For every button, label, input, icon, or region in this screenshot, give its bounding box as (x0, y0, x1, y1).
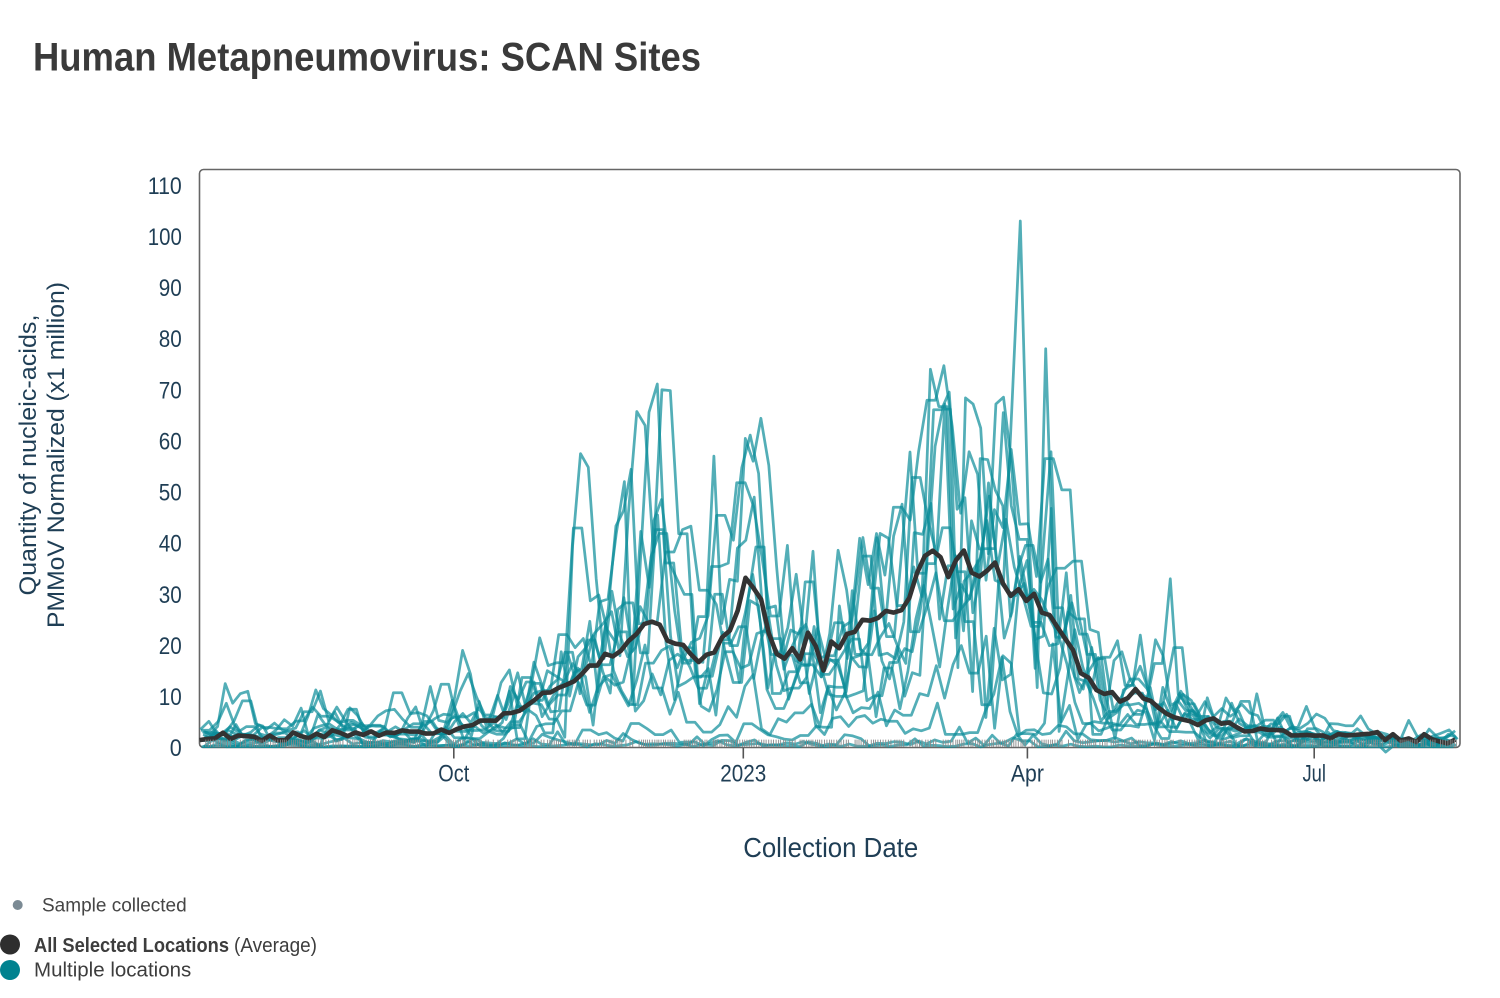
svg-text:PMMoV Normalized (x1 million): PMMoV Normalized (x1 million) (43, 282, 70, 628)
svg-text:(Average): (Average) (234, 934, 317, 957)
svg-text:Multiple locations: Multiple locations (34, 959, 191, 982)
svg-text:0: 0 (170, 735, 182, 762)
svg-text:80: 80 (159, 326, 182, 353)
svg-text:Human Metapneumovirus: SCAN Si: Human Metapneumovirus: SCAN Sites (33, 36, 701, 80)
svg-text:100: 100 (148, 224, 182, 251)
svg-text:2023: 2023 (720, 761, 766, 788)
svg-text:Oct: Oct (438, 761, 469, 788)
svg-text:Apr: Apr (1011, 761, 1044, 788)
svg-text:Collection Date: Collection Date (743, 832, 918, 863)
svg-text:All Selected Locations: All Selected Locations (34, 934, 229, 957)
svg-text:50: 50 (159, 480, 182, 507)
svg-text:Sample collected: Sample collected (42, 896, 187, 917)
svg-text:90: 90 (159, 275, 182, 302)
svg-text:70: 70 (159, 377, 182, 404)
svg-text:10: 10 (159, 684, 182, 711)
svg-text:30: 30 (159, 582, 182, 609)
svg-text:60: 60 (159, 429, 182, 456)
svg-text:20: 20 (159, 633, 182, 660)
svg-text:Jul: Jul (1302, 761, 1326, 788)
svg-text:Quantity of nucleic-acids,: Quantity of nucleic-acids, (15, 315, 42, 596)
svg-text:110: 110 (148, 173, 182, 200)
svg-text:40: 40 (159, 531, 182, 558)
